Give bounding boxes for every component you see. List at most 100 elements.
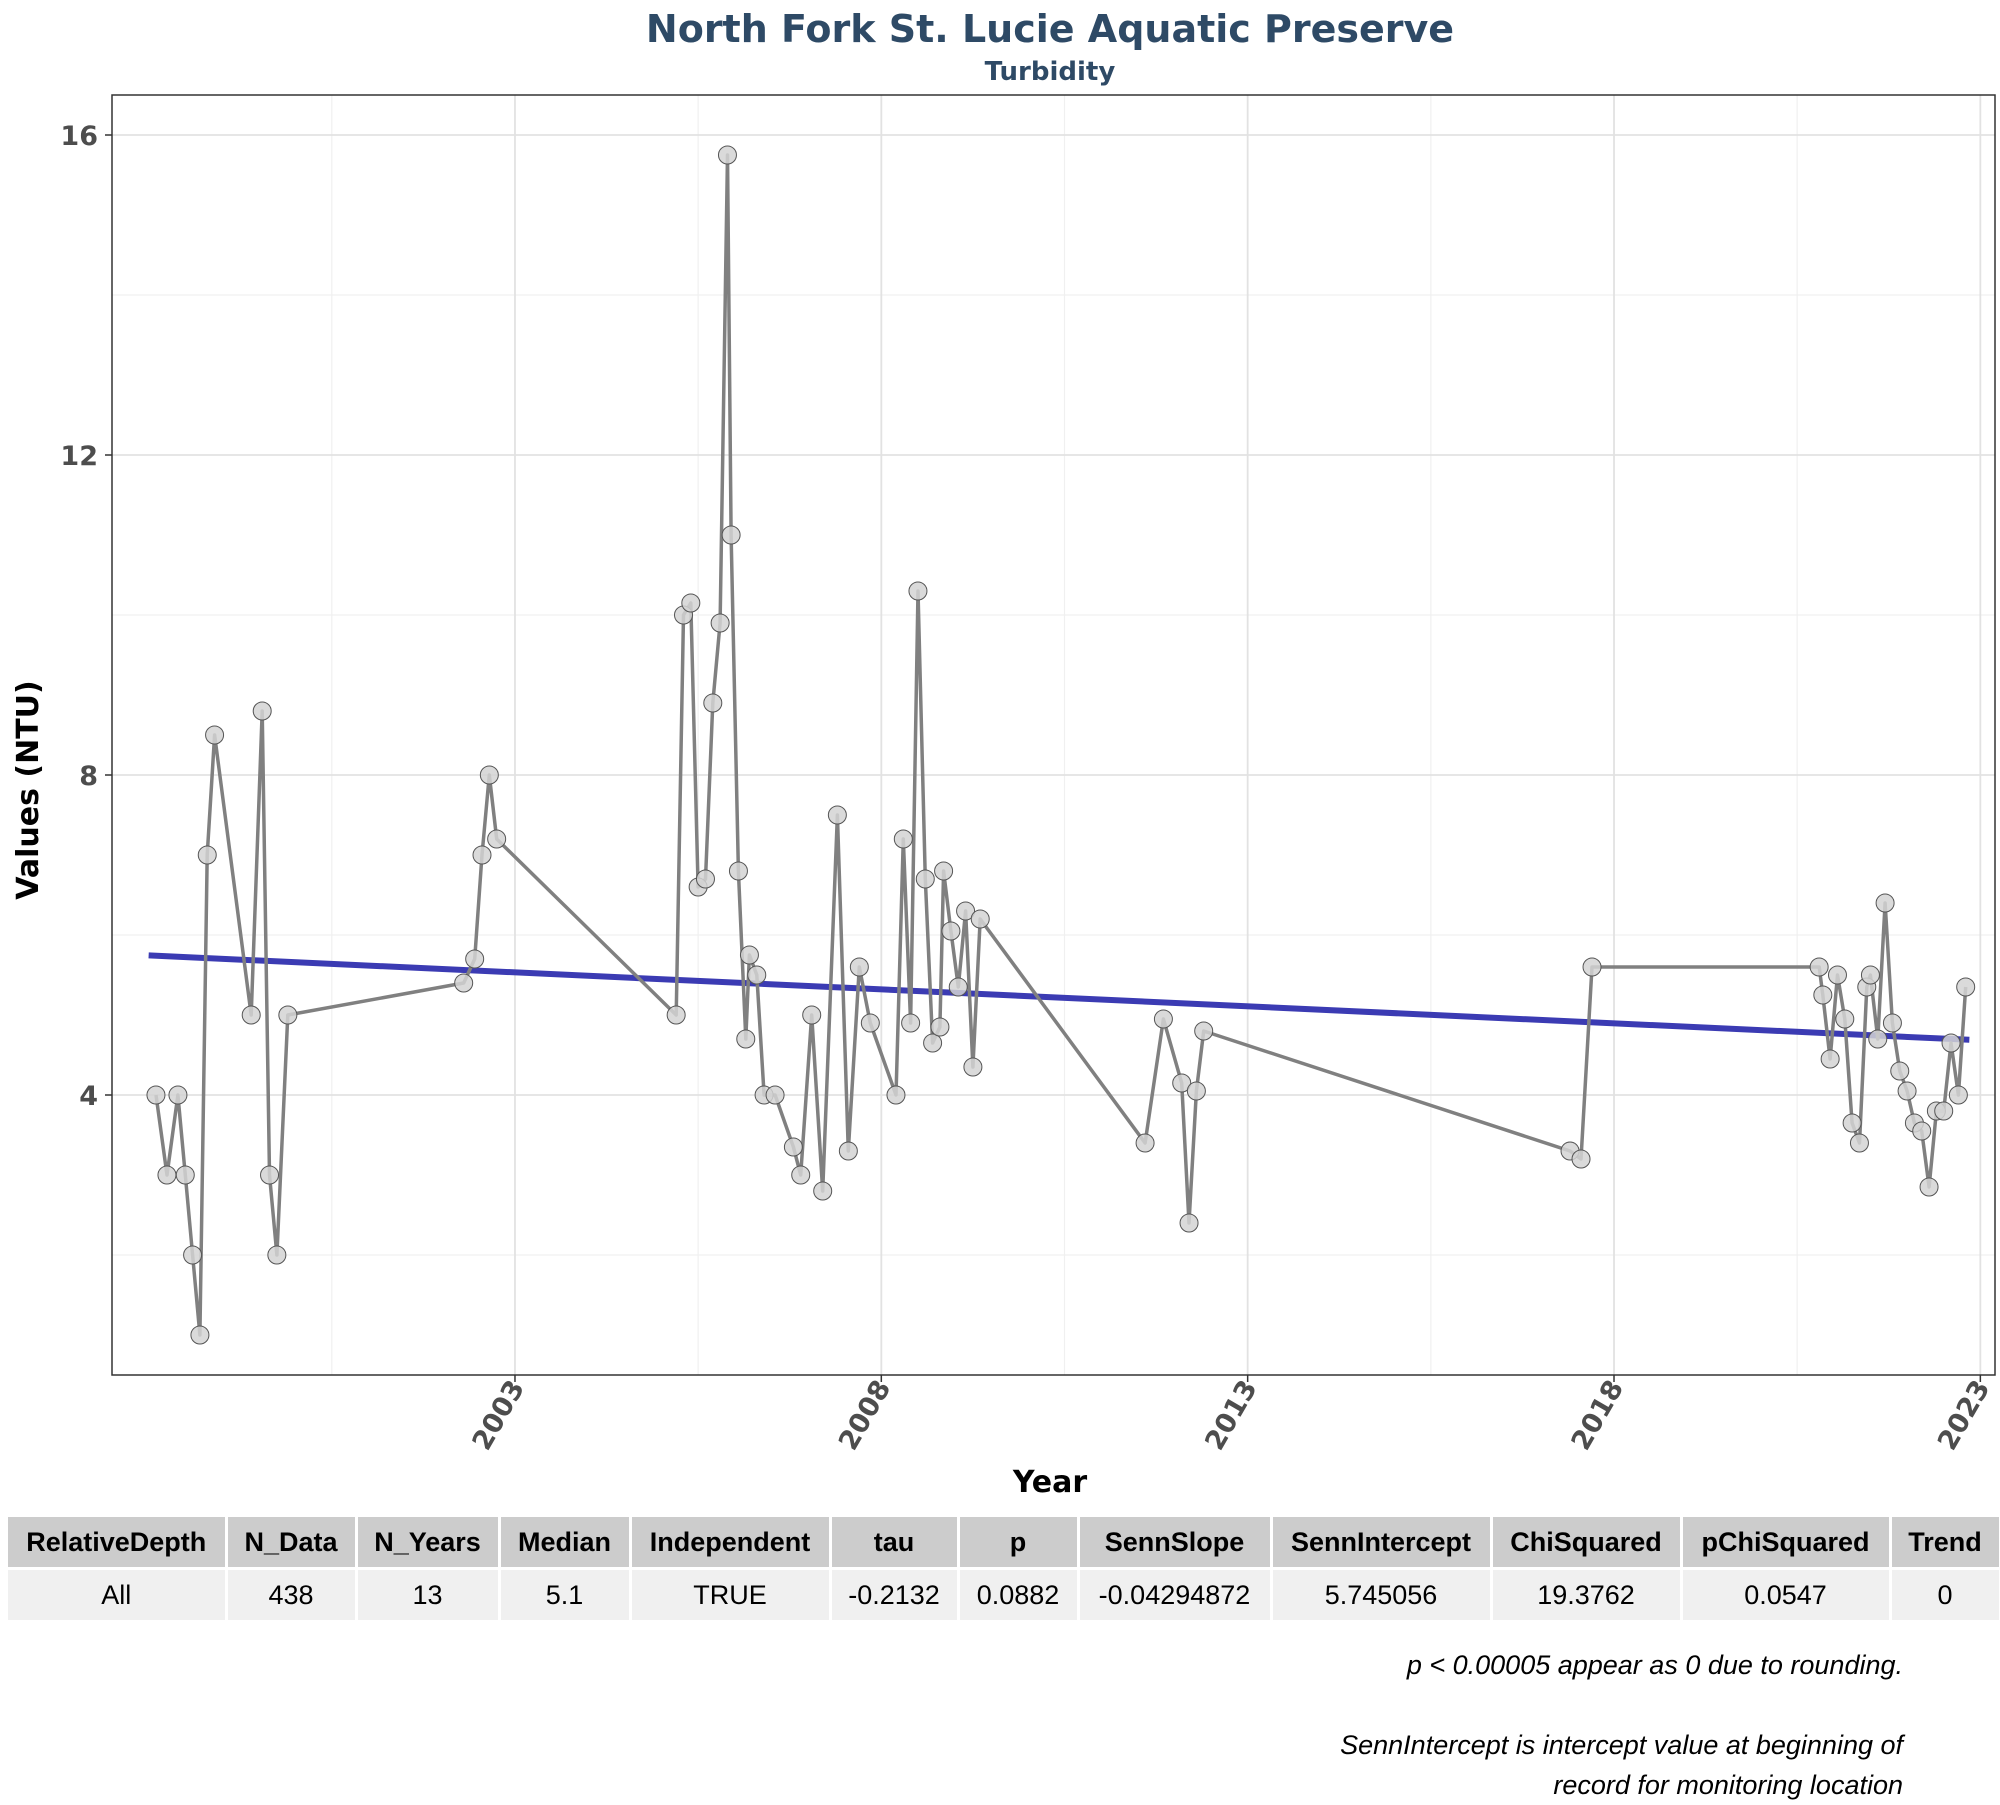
data-point [1860,965,1880,985]
table-cell: 5.1 [499,1567,632,1620]
data-point [970,909,990,929]
data-point [1919,1177,1939,1197]
plot-panel [111,94,1996,1376]
data-point [1813,985,1833,1005]
table-header-cell: ChiSquared [1491,1517,1683,1569]
x-axis-title: Year [1012,1465,1088,1500]
data-point [1941,1033,1961,1053]
y-tick-label: 16 [60,121,98,152]
series-line [154,153,1968,1337]
chart-subtitle: Turbidity [985,57,1116,87]
y-axis-title: Values (NTU) [11,680,46,899]
table-header-cell: Trend [1890,1517,2000,1569]
table-cell: -0.04294872 [1078,1567,1273,1620]
data-point [1835,1009,1855,1029]
data-point [915,869,935,889]
data-point [908,581,928,601]
data-point [472,845,492,865]
data-point [860,1013,880,1033]
data-point [1849,1133,1869,1153]
data-point [1820,1049,1840,1069]
table-cell: 0.0547 [1681,1567,1892,1620]
data-point [666,1005,686,1025]
data-point [197,845,217,865]
y-tick-label: 12 [60,441,98,472]
data-point [1809,957,1829,977]
data-series [146,145,1976,1345]
table-cell: 5.745056 [1271,1567,1493,1620]
data-point [241,1005,261,1025]
data-point [728,861,748,881]
data-point [802,1005,822,1025]
x-tick-label: 2013 [1199,1375,1263,1456]
table-header-cell: Independent [630,1517,832,1569]
table-cell: 438 [226,1567,358,1620]
data-point [1948,1085,1968,1105]
data-point [695,869,715,889]
data-point [710,613,730,633]
intercept-note: SennIntercept is intercept value at begi… [1340,1725,1903,1805]
table-header-cell: N_Data [226,1517,358,1569]
data-point [1882,1013,1902,1033]
table-cell: 0.0882 [958,1567,1080,1620]
data-point [827,805,847,825]
data-point [1186,1081,1206,1101]
data-point [1179,1213,1199,1233]
x-tick-label: 2023 [1932,1375,1996,1456]
x-tick-label: 2018 [1566,1375,1630,1456]
table-cell: 0 [1890,1567,2000,1620]
data-point [739,945,759,965]
table-header-cell: SennIntercept [1271,1517,1493,1569]
data-point [886,1085,906,1105]
data-point [849,957,869,977]
data-point [681,593,701,613]
data-point [747,965,767,985]
table-header-cell: pChiSquared [1681,1517,1892,1569]
data-point [813,1181,833,1201]
intercept-note-line: record for monitoring location [1553,1770,1903,1800]
grid [112,95,1995,1375]
table-cell: All [8,1567,228,1620]
data-point [930,1017,950,1037]
data-point [783,1137,803,1157]
table-header-cell: tau [830,1517,960,1569]
data-point [956,901,976,921]
table-header-cell: p [958,1517,1080,1569]
table-cell: TRUE [630,1567,832,1620]
data-point [168,1085,188,1105]
trend-line [148,952,1970,1043]
data-point [1827,965,1847,985]
chart-title: North Fork St. Lucie Aquatic Preserve [646,7,1454,51]
data-point [948,977,968,997]
data-point [183,1245,203,1265]
trend-line-layer [148,952,1970,1043]
data-point [1582,957,1602,977]
table-header-cell: Median [499,1517,632,1569]
table-cell: -0.2132 [830,1567,960,1620]
turbidity-chart: North Fork St. Lucie Aquatic Preserve Tu… [11,7,1996,1500]
data-point [941,921,961,941]
data-point [454,973,474,993]
data-point [175,1165,195,1185]
data-point [1571,1149,1591,1169]
data-point [1153,1009,1173,1029]
table-row: All 438 13 5.1 TRUE -0.2132 0.0882 -0.04… [8,1567,2000,1620]
x-tick-label: 2003 [467,1375,531,1456]
rounding-note: p < 0.00005 appear as 0 due to rounding. [1406,1650,1903,1680]
data-point [1934,1101,1954,1121]
data-point [157,1165,177,1185]
data-point [934,861,954,881]
data-point [703,693,723,713]
data-point [1172,1073,1192,1093]
data-point [190,1325,210,1345]
table-header-cell: N_Years [356,1517,501,1569]
data-point [267,1245,287,1265]
data-point [717,145,737,165]
data-point [278,1005,298,1025]
y-tick-label: 4 [79,1081,98,1112]
table-cell: 19.3762 [1491,1567,1683,1620]
data-point [765,1085,785,1105]
data-point [963,1057,983,1077]
data-point [721,525,741,545]
data-point [1868,1029,1888,1049]
